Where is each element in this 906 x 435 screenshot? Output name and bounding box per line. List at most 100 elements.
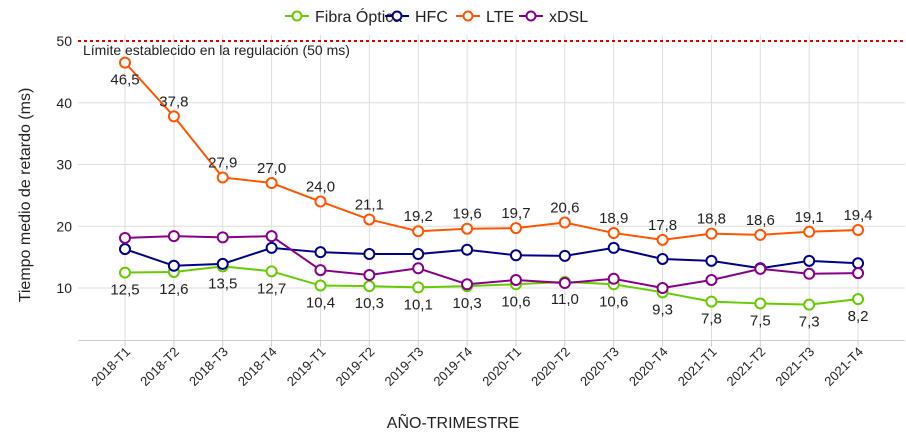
data-point xyxy=(216,231,229,244)
data-point xyxy=(509,249,522,262)
data-label: 10,1 xyxy=(404,296,433,313)
data-point xyxy=(754,228,767,241)
x-axis-title: AÑO-TRIMESTRE xyxy=(387,412,519,432)
y-tick-label: 20 xyxy=(56,218,72,234)
data-label: 19,4 xyxy=(843,207,872,224)
data-point xyxy=(509,273,522,286)
x-tick-label: 2019-T4 xyxy=(430,344,475,389)
data-point xyxy=(558,216,571,229)
data-point xyxy=(461,222,474,235)
data-point xyxy=(412,248,425,261)
data-point xyxy=(216,257,229,270)
data-label: 11,0 xyxy=(551,291,579,308)
x-tick-label: 2018-T3 xyxy=(186,344,231,389)
data-label: 24,0 xyxy=(306,179,335,196)
data-label: 27,0 xyxy=(257,160,286,177)
data-label: 19,7 xyxy=(501,205,530,222)
data-label: 20,6 xyxy=(550,200,579,217)
data-point xyxy=(803,225,816,238)
data-point xyxy=(852,223,865,236)
data-point xyxy=(656,252,669,265)
x-tick-label: 2019-T3 xyxy=(381,344,426,389)
data-label: 12,5 xyxy=(110,282,139,299)
x-tick-label: 2020-T2 xyxy=(528,344,573,389)
data-label: 19,2 xyxy=(404,208,433,225)
data-point xyxy=(265,230,278,243)
data-label: 37,8 xyxy=(159,93,188,110)
data-label: 19,1 xyxy=(795,209,824,226)
legend-marker xyxy=(291,10,303,22)
data-point xyxy=(363,213,376,226)
data-point xyxy=(705,273,718,286)
data-point xyxy=(216,171,229,184)
legend-marker xyxy=(525,10,537,22)
data-point xyxy=(119,266,131,279)
data-label: 12,7 xyxy=(257,280,286,297)
data-point xyxy=(754,262,767,275)
series-line xyxy=(124,235,859,290)
y-tick-label: 50 xyxy=(56,33,72,49)
data-point xyxy=(656,233,669,246)
data-point xyxy=(607,272,620,285)
data-point xyxy=(852,257,865,270)
x-tick-label: 2021-T1 xyxy=(675,344,720,389)
data-point xyxy=(852,293,865,306)
data-point xyxy=(558,249,571,262)
data-point xyxy=(705,227,718,240)
data-point xyxy=(412,262,425,275)
legend-marker xyxy=(391,10,403,22)
data-point xyxy=(803,298,816,311)
x-tick-label: 2020-T1 xyxy=(479,344,524,389)
data-point xyxy=(265,265,278,278)
x-tick-label: 2018-T4 xyxy=(235,344,280,389)
x-tick-label: 2019-T2 xyxy=(333,344,378,389)
data-point xyxy=(119,56,131,69)
legend-label: Fibra Óptica xyxy=(315,7,402,26)
data-label: 7,8 xyxy=(701,311,722,328)
data-point xyxy=(461,278,474,291)
data-point xyxy=(705,295,718,308)
data-label: 10,6 xyxy=(501,293,530,310)
data-point xyxy=(363,280,376,293)
data-point xyxy=(852,267,865,280)
data-point xyxy=(705,254,718,267)
data-point xyxy=(314,195,327,208)
x-tick-label: 2020-T3 xyxy=(577,344,622,389)
reference-line-label: Límite establecido en la regulación (50 … xyxy=(83,42,350,58)
series-line xyxy=(124,265,859,306)
data-label: 19,6 xyxy=(452,206,481,223)
data-point xyxy=(412,281,425,294)
series-line xyxy=(124,246,859,270)
x-tick-label: 2021-T2 xyxy=(724,344,769,389)
x-tick-label: 2018-T1 xyxy=(88,344,133,389)
data-label: 10,3 xyxy=(355,295,384,312)
data-point xyxy=(119,243,131,256)
x-tick-label: 2018-T2 xyxy=(137,344,182,389)
x-tick-label: 2021-T3 xyxy=(772,344,817,389)
data-point xyxy=(167,259,180,272)
data-point xyxy=(167,110,180,123)
data-label: 21,1 xyxy=(355,196,384,213)
legend-label: xDSL xyxy=(549,9,588,26)
y-tick-label: 10 xyxy=(56,280,72,296)
data-point xyxy=(461,243,474,256)
data-point xyxy=(803,254,816,267)
data-point xyxy=(265,241,278,254)
data-point xyxy=(607,227,620,240)
data-label: 7,5 xyxy=(750,312,771,329)
x-tick-label: 2020-T4 xyxy=(626,344,671,389)
data-point xyxy=(656,282,669,294)
y-axis-title: Tiempo medio de retardo (ms) xyxy=(17,88,34,303)
data-point xyxy=(412,225,425,238)
data-label: 18,8 xyxy=(697,211,726,228)
data-point xyxy=(363,248,376,261)
data-point xyxy=(119,231,131,244)
data-point xyxy=(314,279,327,292)
data-label: 9,3 xyxy=(652,301,673,318)
data-label: 46,5 xyxy=(110,72,139,89)
data-point xyxy=(509,222,522,235)
data-point xyxy=(167,230,180,243)
data-point xyxy=(803,267,816,280)
